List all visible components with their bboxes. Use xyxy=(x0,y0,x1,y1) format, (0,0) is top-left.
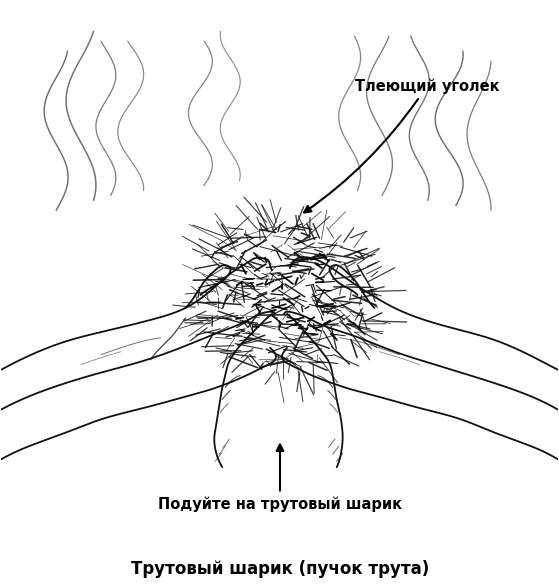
Text: Трутовый шарик (пучок трута): Трутовый шарик (пучок трута) xyxy=(131,559,429,578)
Text: Тлеющий уголек: Тлеющий уголек xyxy=(304,78,499,212)
Text: Подуйте на трутовый шарик: Подуйте на трутовый шарик xyxy=(158,444,402,512)
